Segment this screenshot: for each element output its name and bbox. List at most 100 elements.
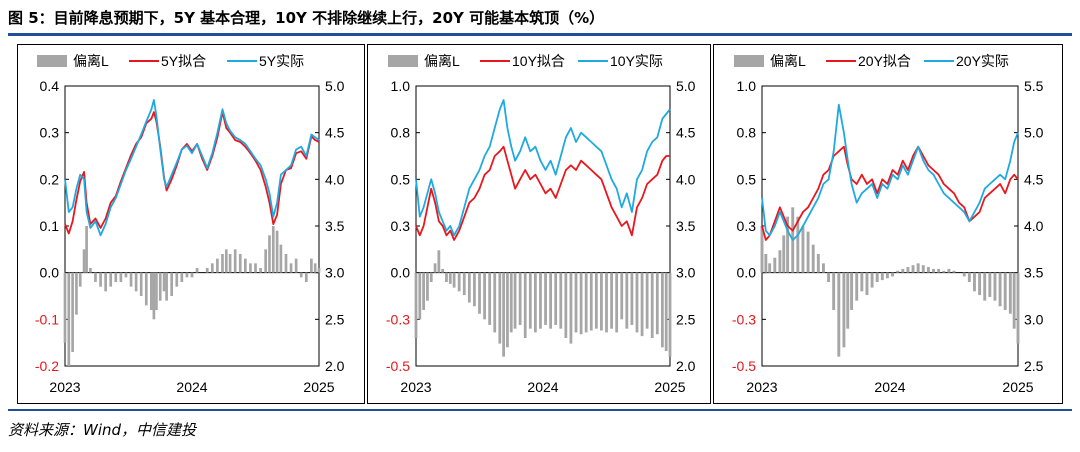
- legend-swatch-deviation: [388, 55, 418, 67]
- deviation-bar: [259, 268, 262, 273]
- deviation-bar: [978, 272, 982, 296]
- deviation-bar: [846, 272, 850, 329]
- deviation-bar: [760, 226, 764, 273]
- plot-area: [64, 85, 320, 367]
- left-tick-label: -0.2: [35, 358, 59, 374]
- left-tick-label: 0.2: [40, 171, 60, 187]
- deviation-bar: [493, 272, 497, 333]
- right-tick-label: 2.5: [676, 311, 696, 327]
- x-tick-label: 2023: [49, 379, 80, 395]
- deviation-bar: [906, 267, 910, 273]
- actual-line: [761, 103, 1019, 241]
- deviation-bar: [180, 272, 184, 282]
- x-tick-label: 2024: [527, 379, 558, 395]
- deviation-bar: [594, 272, 598, 329]
- left-tick-label: 0.5: [737, 171, 757, 187]
- deviation-bar: [144, 272, 148, 306]
- deviation-bar: [589, 272, 593, 331]
- deviation-bar: [426, 272, 429, 301]
- x-tick-label: 2024: [874, 379, 905, 395]
- deviation-bar: [1016, 272, 1020, 344]
- deviation-bar: [896, 270, 900, 273]
- deviation-bar: [891, 272, 895, 277]
- deviation-bar: [901, 268, 905, 273]
- deviation-bar: [837, 272, 841, 357]
- deviation-bar: [1008, 272, 1012, 314]
- deviation-bar: [63, 272, 67, 343]
- deviation-bar: [437, 250, 441, 273]
- deviation-bar: [962, 272, 966, 277]
- right-tick-label: 2.0: [325, 358, 345, 374]
- deviation-bar: [249, 263, 252, 273]
- legend-swatch-deviation: [37, 55, 67, 67]
- panel-frame: [713, 44, 1063, 404]
- deviation-bar: [190, 272, 194, 278]
- chart-panels: 0.4 0.3 0.2 0.1 0.0 -0.1 -0.2 5.0 4.5 4.0 3.5 3.0 2.…: [17, 44, 1065, 408]
- deviation-bar: [418, 272, 422, 320]
- legend-label-actual: 20Y实际: [956, 53, 1009, 69]
- deviation-bar: [660, 272, 664, 348]
- deviation-bar: [921, 265, 925, 273]
- deviation-bar: [75, 272, 78, 315]
- deviation-bar: [289, 263, 293, 273]
- deviation-bar: [926, 267, 930, 273]
- right-tick-label: 4.0: [676, 171, 696, 187]
- deviation-bar: [134, 272, 138, 292]
- deviation-bar: [880, 272, 884, 281]
- left-tick-label: -0.3: [386, 311, 410, 327]
- fitted-line: [761, 145, 1019, 241]
- deviation-bar: [513, 272, 517, 329]
- deviation-bar: [452, 272, 456, 288]
- right-tick-label: 4.0: [325, 171, 345, 187]
- deviation-bar: [498, 272, 502, 344]
- deviation-bar: [764, 254, 768, 273]
- deviation-bar: [155, 272, 158, 310]
- right-tick-label: 4.5: [676, 125, 696, 141]
- right-tick-label: 4.0: [1024, 218, 1044, 234]
- deviation-bar: [1012, 272, 1016, 329]
- fitted-line: [415, 145, 670, 241]
- deviation-bar: [610, 272, 613, 329]
- deviation-bar: [185, 272, 189, 278]
- deviation-bar: [549, 272, 553, 329]
- deviation-bar: [150, 272, 153, 310]
- deviation-bar: [796, 216, 800, 273]
- deviation-bar: [275, 230, 279, 273]
- deviation-bar: [506, 272, 509, 348]
- deviation-bar: [827, 272, 831, 282]
- deviation-bar: [668, 272, 672, 357]
- deviation-bar: [875, 272, 879, 282]
- left-tick-label: 0.8: [737, 125, 757, 141]
- deviation-bar: [993, 272, 997, 301]
- legend-label-actual: 5Y实际: [259, 53, 304, 69]
- deviation-bar: [998, 272, 1002, 307]
- left-tick-label: -0.5: [386, 358, 410, 374]
- deviation-bar: [988, 272, 992, 297]
- deviation-bar: [664, 272, 668, 352]
- deviation-bar: [488, 272, 492, 325]
- deviation-bar: [832, 272, 836, 310]
- deviation-bar: [429, 272, 433, 282]
- deviation-bar: [71, 272, 74, 352]
- deviation-bar: [885, 272, 889, 279]
- actual-line: [64, 99, 320, 237]
- deviation-bar: [94, 272, 97, 282]
- deviation-bar: [158, 272, 162, 301]
- deviation-bar: [317, 268, 321, 273]
- left-tick-label: -0.1: [35, 311, 59, 327]
- deviation-bar: [564, 272, 568, 338]
- right-tick-label: 3.0: [325, 265, 345, 281]
- legend-label-actual: 10Y实际: [610, 53, 663, 69]
- right-tick-label: 2.5: [1024, 358, 1044, 374]
- legend-swatch-deviation: [734, 55, 764, 67]
- deviation-bar: [224, 249, 228, 273]
- deviation-bar: [821, 263, 825, 273]
- deviation-bar: [842, 272, 846, 348]
- legend: 偏离L 10Y拟合 10Y实际: [388, 53, 663, 69]
- left-tick-label: 0.3: [40, 125, 60, 141]
- deviation-bar: [175, 272, 179, 287]
- right-tick-label: 5.5: [1024, 78, 1044, 94]
- deviation-bar: [310, 258, 313, 273]
- x-tick-label: 2023: [400, 379, 431, 395]
- deviation-bar: [264, 249, 267, 273]
